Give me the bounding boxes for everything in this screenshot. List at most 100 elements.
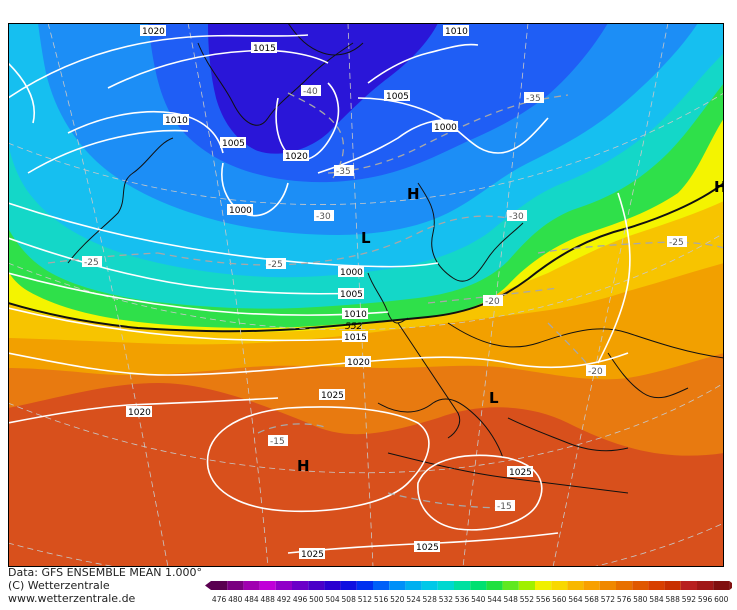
- temp-label: -25: [268, 260, 283, 270]
- isobar-label: 1015: [253, 44, 276, 54]
- scale-left-arrow: [205, 581, 211, 590]
- isobar-label: 1010: [445, 27, 468, 37]
- scale-tick-label: 600: [714, 595, 729, 604]
- isobar-label: 1005: [222, 139, 245, 149]
- scale-tick-label: 540: [471, 595, 486, 604]
- scale-color-box: [340, 581, 357, 590]
- graticule: [8, 23, 724, 567]
- scale-right-arrow: [729, 581, 732, 590]
- scale-color-box: [583, 581, 600, 590]
- scale-color-box: [324, 581, 341, 590]
- high-pressure-center: H: [407, 185, 420, 203]
- isobar-label: 1025: [321, 391, 344, 401]
- scale-color-box: [648, 581, 665, 590]
- scale-color-box: [437, 581, 454, 590]
- scale-color-box: [292, 581, 309, 590]
- scale-color-box: [308, 581, 325, 590]
- scale-color-box: [227, 581, 244, 590]
- product-description: 500 hPa Geopot. (gpdm), T (C), Bodendruc…: [194, 3, 506, 18]
- isobar-label: 1020: [142, 27, 165, 37]
- low-pressure-center: L: [361, 229, 371, 247]
- scale-tick-label: 504: [325, 595, 340, 604]
- scale-tick-label: 588: [666, 595, 681, 604]
- isobar-label: 1000: [434, 123, 457, 133]
- temp-label: -30: [316, 212, 331, 222]
- map-footer: Data: GFS ENSEMBLE MEAN 1.000° (C) Wette…: [8, 566, 208, 605]
- scale-color-box: [421, 581, 438, 590]
- scale-tick-label: 556: [536, 595, 551, 604]
- isobar-label: 1005: [340, 290, 363, 300]
- scale-color-box: [535, 581, 552, 590]
- temp-label: -40: [303, 87, 318, 97]
- scale-color-box: [486, 581, 503, 590]
- temperature-labels: -40 -35 -35 -30 -30 -25 -25 -25 -20 -20 …: [82, 85, 687, 512]
- scale-tick-label: 476: [212, 595, 227, 604]
- scale-tick-label: 516: [374, 595, 389, 604]
- isobar-label: 1020: [285, 152, 308, 162]
- isobar-label: 1015: [344, 333, 367, 343]
- scale-tick-label: 560: [552, 595, 567, 604]
- isobars: [8, 34, 631, 554]
- valid-time: Valid: Tue,25DEC2018 12Z: [515, 3, 701, 18]
- scale-tick-label: 520: [390, 595, 405, 604]
- isobar-label: 1025: [509, 468, 532, 478]
- scale-color-box: [680, 581, 697, 590]
- scale-tick-label: 480: [228, 595, 243, 604]
- scale-tick-label: 528: [423, 595, 438, 604]
- scale-color-box: [470, 581, 487, 590]
- temp-label: -15: [497, 502, 512, 512]
- isobar-label: 1020: [347, 358, 370, 368]
- scale-tick-label: 492: [277, 595, 292, 604]
- scale-tick-label: 552: [520, 595, 535, 604]
- coastlines: [67, 23, 724, 494]
- scale-color-box: [356, 581, 373, 590]
- scale-color-box: [259, 581, 276, 590]
- scale-tick-label: 572: [601, 595, 616, 604]
- scale-tick-label: 580: [633, 595, 648, 604]
- scale-tick-label: 532: [439, 595, 454, 604]
- temp-label: -30: [509, 212, 524, 222]
- isobar-label: 1005: [386, 92, 409, 102]
- scale-color-box: [454, 581, 471, 590]
- scale-color-box: [551, 581, 568, 590]
- isobar-label: 1000: [229, 206, 252, 216]
- scale-color-box: [405, 581, 422, 590]
- scale-color-box: [211, 581, 228, 590]
- scale-color-box: [713, 581, 730, 590]
- isobar-label: 1020: [128, 408, 151, 418]
- color-scale: 476 480 484 488 492 496 500 504 508 512 516 520 524 5…: [205, 581, 732, 604]
- temp-label: -20: [588, 367, 603, 377]
- temp-label: -25: [669, 238, 684, 248]
- data-source: Data: GFS ENSEMBLE MEAN 1.000°: [8, 566, 203, 579]
- scale-color-box: [502, 581, 519, 590]
- scale-color-box: [616, 581, 633, 590]
- temp-label: -20: [485, 297, 500, 307]
- copyright: (C) Wetterzentrale: [8, 579, 110, 592]
- scale-tick-label: 544: [487, 595, 502, 604]
- isobar-label: 1010: [344, 310, 367, 320]
- scale-color-box: [373, 581, 390, 590]
- low-pressure-center: L: [489, 389, 499, 407]
- pressure-centers: H L H L H: [297, 178, 724, 475]
- scale-tick-label: 576: [617, 595, 632, 604]
- scale-tick-label: 484: [244, 595, 259, 604]
- scale-color-box: [567, 581, 584, 590]
- website-url: www.wetterzentrale.de: [8, 592, 136, 605]
- scale-color-box: [243, 581, 260, 590]
- high-pressure-center: H: [714, 178, 724, 196]
- isobar-label: 1025: [301, 550, 324, 560]
- scale-color-box: [697, 581, 714, 590]
- scale-tick-label: 496: [293, 595, 308, 604]
- scale-tick-label: 564: [568, 595, 583, 604]
- isobar-labels: 1020 1015 1010 1010 1005 1005 1000 1020 …: [126, 25, 533, 560]
- high-pressure-center: H: [297, 457, 310, 475]
- height-label-552: 552: [345, 322, 362, 332]
- scale-color-box: [389, 581, 406, 590]
- isobar-label: 1025: [416, 543, 439, 553]
- scale-tick-label: 488: [261, 595, 276, 604]
- geopotential-552-contour: [8, 182, 724, 333]
- scale-tick-label: 508: [342, 595, 357, 604]
- scale-tick-label: 548: [504, 595, 519, 604]
- isobar-label: 1010: [165, 116, 188, 126]
- scale-color-box: [275, 581, 292, 590]
